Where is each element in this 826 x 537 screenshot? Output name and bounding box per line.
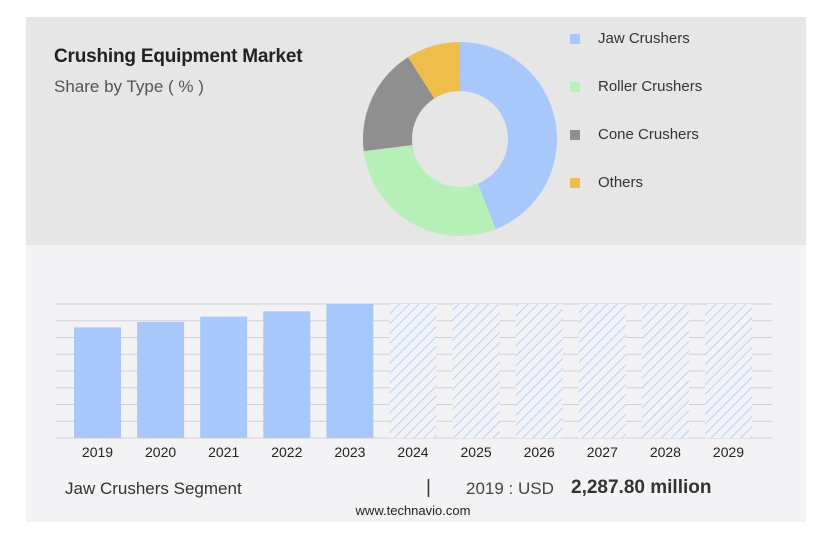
source-link[interactable]: www.technavio.com <box>355 503 471 518</box>
bar-2021 <box>200 316 248 438</box>
legend-swatch <box>570 81 580 92</box>
x-tick-label: 2024 <box>397 444 428 460</box>
legend-label: Cone Crushers <box>598 126 699 143</box>
bar-chart: 2019 2020 2021 2022 2023 2024 2025 2026 2027 2028… <box>56 303 772 460</box>
bar-2023 <box>326 304 374 438</box>
x-tick-label: 2026 <box>524 444 555 460</box>
x-tick-label: 2019 <box>82 444 113 460</box>
legend-label: Jaw Crushers <box>598 30 690 47</box>
x-tick-label: 2029 <box>713 444 744 460</box>
bar-2028 <box>641 304 689 438</box>
footer-value: 2,287.80 million <box>571 477 712 498</box>
segment-label: Jaw Crushers Segment <box>65 479 242 498</box>
legend-label: Roller Crushers <box>598 78 703 95</box>
x-tick-label: 2020 <box>145 444 176 460</box>
legend-item: Roller Crushers <box>570 78 702 95</box>
legend-swatch <box>570 33 580 44</box>
bar-2019 <box>74 327 121 438</box>
x-tick-label: 2027 <box>587 444 618 460</box>
donut-chart <box>363 42 557 236</box>
bar-2026 <box>515 304 563 438</box>
chart-title: Crushing Equipment Market <box>54 46 303 67</box>
bar-2029 <box>705 304 752 438</box>
chart-subtitle: Share by Type ( % ) <box>54 77 204 96</box>
footer-year-label: 2019 : USD <box>466 479 554 498</box>
donut-slice-others <box>408 42 460 99</box>
donut-slice-cone-crushers <box>363 57 435 152</box>
legend-swatch <box>570 177 580 188</box>
bar-2027 <box>578 304 626 438</box>
legend-item: Others <box>570 174 643 191</box>
x-tick-label: 2028 <box>650 444 681 460</box>
x-tick-label: 2023 <box>334 444 365 460</box>
legend-label: Others <box>598 174 644 191</box>
donut-slice-jaw-crushers <box>460 42 557 230</box>
x-tick-label: 2022 <box>271 444 302 460</box>
x-tick-label: 2025 <box>461 444 492 460</box>
donut-slice-roller-crushers <box>363 145 496 236</box>
bar-2020 <box>137 321 185 438</box>
legend-item: Cone Crushers <box>570 126 699 143</box>
x-tick-label: 2021 <box>208 444 239 460</box>
bar-2022 <box>263 311 311 438</box>
legend-item: Jaw Crushers <box>570 30 690 47</box>
bar-2025 <box>452 304 500 438</box>
footer-separator: | <box>426 477 431 498</box>
bar-2024 <box>389 304 437 438</box>
legend-swatch <box>570 129 580 140</box>
